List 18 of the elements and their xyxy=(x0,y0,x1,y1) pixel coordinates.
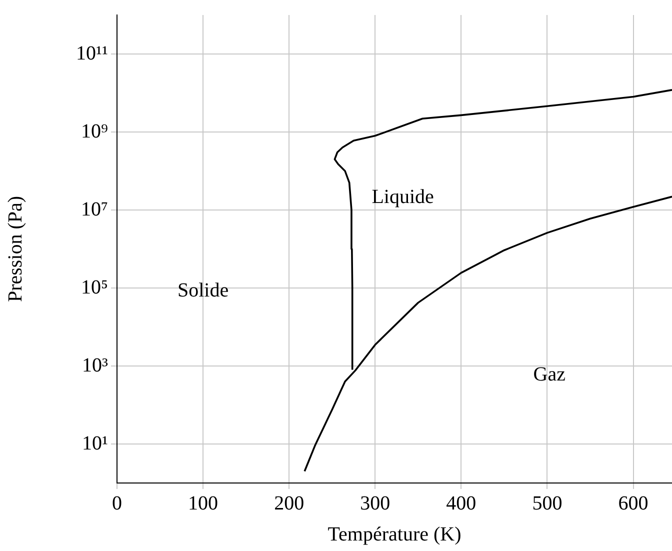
x-tick-label: 100 xyxy=(188,492,218,514)
y-tick-label: 10⁵ xyxy=(81,276,108,298)
annotation: Solide xyxy=(177,279,229,302)
y-tick-label: 10⁹ xyxy=(81,120,108,142)
y-tick-label: 10¹ xyxy=(82,432,108,454)
x-tick-label: 300 xyxy=(360,492,390,514)
x-tick-label: 200 xyxy=(274,492,304,514)
y-tick-label: 10³ xyxy=(82,354,108,376)
y-axis-title: Pression (Pa) xyxy=(4,196,26,302)
x-tick-label: 0 xyxy=(112,492,122,514)
annotation: Liquide xyxy=(372,186,434,208)
x-tick-label: 600 xyxy=(618,492,648,514)
x-axis-title: Température (K) xyxy=(328,523,462,546)
y-tick-label: 10¹¹ xyxy=(76,42,108,64)
annotation: Gaz xyxy=(533,364,566,386)
y-tick-label: 10⁷ xyxy=(81,198,108,220)
x-tick-label: 400 xyxy=(446,492,476,514)
x-tick-label: 500 xyxy=(532,492,562,514)
